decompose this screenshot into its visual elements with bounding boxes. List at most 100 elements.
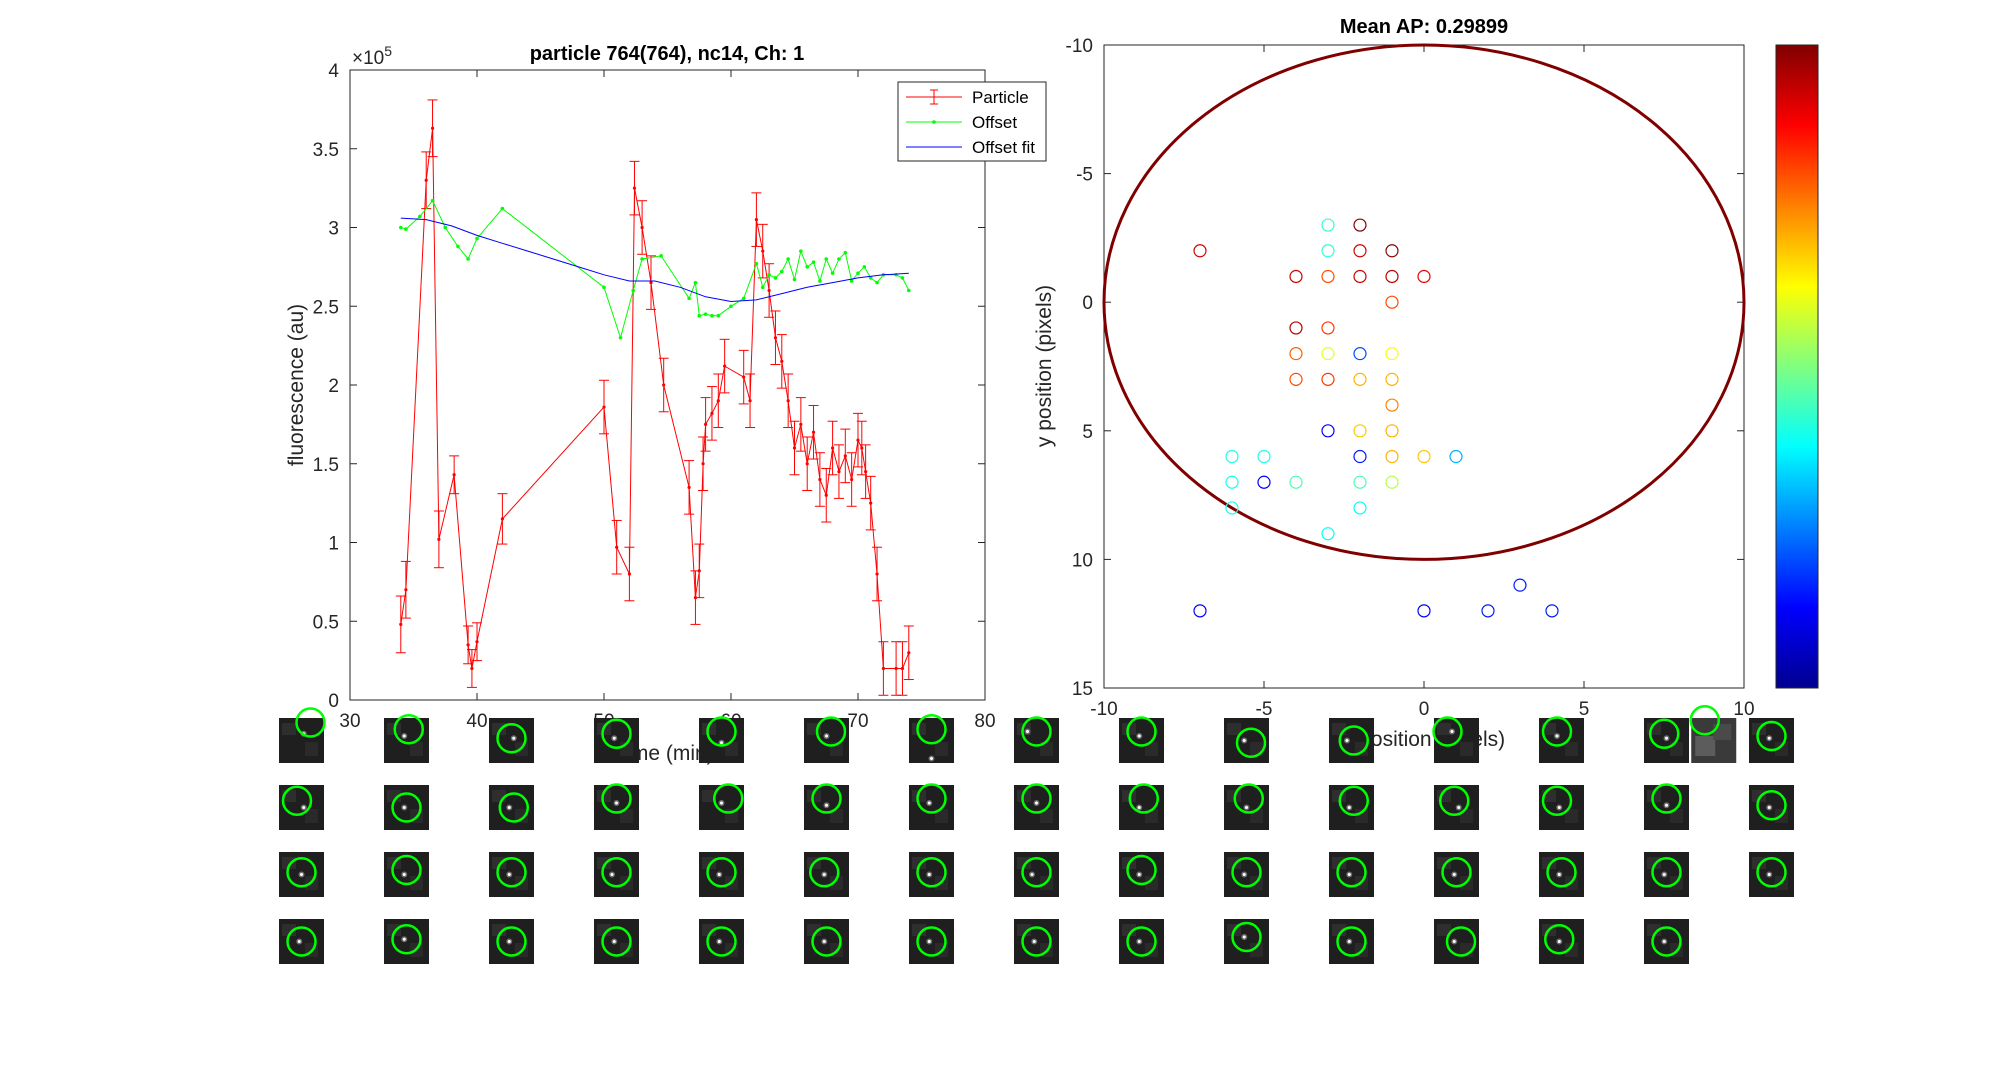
right-chart-title: Mean AP: 0.29899 <box>1340 16 1508 38</box>
scatter-point <box>1321 527 1335 541</box>
thumbnail-noise <box>1332 924 1346 936</box>
thumbnail-ring <box>1128 783 1159 814</box>
thumbnail-noise <box>305 809 318 823</box>
thumbnail <box>489 852 534 897</box>
data-point-particle <box>649 281 653 285</box>
thumbnail-noise <box>702 723 716 735</box>
data-point-offset <box>418 214 422 219</box>
data-point-particle <box>881 666 886 671</box>
data-point-particle <box>860 446 864 450</box>
thumbnail-spot <box>1245 806 1248 809</box>
thumbnail <box>1434 919 1479 964</box>
thumbnail-spot <box>1767 873 1771 876</box>
scatter-point <box>1321 269 1335 284</box>
thumbnail-spot <box>1345 739 1349 742</box>
thumbnail <box>1329 785 1374 830</box>
data-point-offset <box>868 276 873 280</box>
thumbnail-spot <box>1557 806 1561 809</box>
thumbnail-ring <box>1021 857 1052 888</box>
thumbnail <box>909 852 954 897</box>
thumbnail <box>1432 716 1479 763</box>
thumbnail-spot <box>1457 806 1461 809</box>
nucleus-ellipse <box>1102 43 1746 561</box>
data-point-particle <box>602 405 606 409</box>
scatter-point <box>1225 475 1239 489</box>
data-point-offset <box>760 285 765 290</box>
thumbnail-spot <box>1137 873 1141 876</box>
thumbnail-ring <box>1126 854 1157 886</box>
thumbnail-spot <box>612 940 616 943</box>
data-point-offset <box>830 271 835 275</box>
thumbnail-noise <box>1355 809 1368 823</box>
scatter-point <box>1353 449 1367 464</box>
thumbnail <box>1434 785 1479 830</box>
thumbnail-ring <box>1126 926 1157 957</box>
thumbnail-spot <box>512 736 516 740</box>
thumbnail-spot <box>1347 873 1351 876</box>
thumbnail-spot <box>1032 940 1036 943</box>
data-point-offset <box>907 288 911 293</box>
y-exponent: ×105 <box>352 43 392 69</box>
legend-label-offset-fit: Offset fit <box>972 138 1035 157</box>
scatter-point <box>1417 269 1431 284</box>
data-point-offset <box>875 280 879 285</box>
thumbnail-noise <box>912 723 926 735</box>
thumbnail-ring <box>706 716 737 747</box>
thumbnail-ring <box>1756 720 1787 752</box>
scatter-point <box>1257 475 1271 489</box>
thumbnail-ring <box>391 854 422 886</box>
thumbnail-ring <box>1432 716 1463 747</box>
scatter-point <box>1225 449 1239 464</box>
thumbnail-spot <box>402 734 406 738</box>
thumbnail-spot <box>615 801 618 805</box>
thumbnail-spot <box>1137 734 1141 738</box>
series-line-offset <box>400 199 910 340</box>
scatter-point <box>1289 347 1303 361</box>
data-point-particle <box>780 359 784 363</box>
scatter-point <box>1353 372 1367 386</box>
thumbnail-noise <box>1437 723 1451 735</box>
thumbnail <box>489 919 534 964</box>
thumbnail-noise <box>410 876 423 890</box>
thumbnail-ring <box>713 783 744 814</box>
thumbnail <box>1434 852 1479 897</box>
thumbnail-ring <box>1445 926 1477 957</box>
data-point-offset <box>729 304 733 309</box>
left-ytick-label: 1 <box>328 534 339 555</box>
thumbnail-noise <box>410 742 423 756</box>
legend-box <box>897 81 1047 162</box>
data-point-particle <box>864 470 868 474</box>
thumbnail-spot <box>1026 730 1029 733</box>
thumbnail <box>384 785 429 830</box>
thumbnail-ring <box>1649 718 1680 749</box>
thumbnail-noise <box>935 809 948 823</box>
legend-label-particle: Particle <box>972 88 1029 107</box>
thumbnail-spot <box>720 801 723 805</box>
thumbnail-ring <box>811 926 842 957</box>
left-xtick-label: 30 <box>339 711 360 732</box>
series-line-offset-fit <box>400 217 909 303</box>
data-point-offset <box>780 269 784 274</box>
thumbnail-noise <box>1017 924 1031 936</box>
data-point-particle <box>430 126 435 130</box>
thumbnail <box>1119 852 1164 897</box>
scatter-point <box>1513 578 1527 592</box>
left-ytick-label: 3.5 <box>313 140 339 161</box>
data-point-particle <box>850 477 854 482</box>
thumbnail-noise <box>492 924 506 936</box>
thumbnail-spot <box>402 937 406 941</box>
thumbnail-spot <box>825 803 828 807</box>
thumbnail <box>1224 783 1269 830</box>
thumbnail-noise <box>1250 943 1263 957</box>
thumbnail-ring <box>1541 785 1573 816</box>
scatter-point <box>1385 475 1399 489</box>
thumbnail <box>1329 718 1374 763</box>
thumbnail-ring <box>498 792 529 823</box>
thumbnail-spot <box>1665 803 1668 807</box>
data-point-offset <box>767 272 771 277</box>
data-point-particle <box>632 186 637 190</box>
data-point-particle <box>786 399 790 403</box>
data-point-offset <box>687 296 691 301</box>
thumbnail <box>594 919 639 964</box>
thumbnail-spot <box>927 873 931 876</box>
